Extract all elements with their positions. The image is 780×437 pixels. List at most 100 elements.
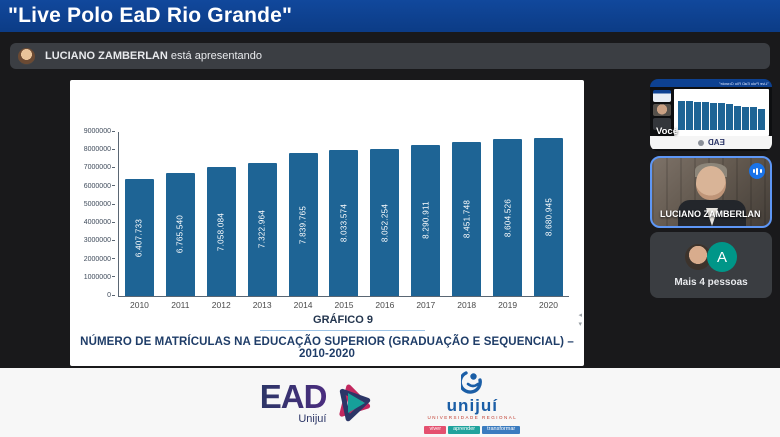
- bar-column: 7.322.964 2013: [242, 132, 283, 310]
- bar-column: 7.839.765 2014: [283, 132, 324, 310]
- chart-title-underline: [260, 330, 425, 331]
- x-axis-label: 2016: [375, 300, 395, 310]
- bar: 8.052.254: [370, 149, 400, 296]
- x-axis-label: 2015: [334, 300, 354, 310]
- mini-bar: [726, 103, 733, 130]
- window-title-bar: "Live Polo EaD Rio Grande": [0, 0, 780, 32]
- video-tile-self[interactable]: "Live Polo EaD Rio Grande" EAD Você: [650, 79, 772, 151]
- self-tile-label: Você: [656, 126, 679, 137]
- ead-wordmark-sub: Unijuí: [298, 413, 327, 425]
- mini-bar: [686, 101, 693, 130]
- mini-preview-title: "Live Polo EaD Rio Grande": [719, 80, 769, 86]
- window-title: "Live Polo EaD Rio Grande": [8, 4, 293, 27]
- others-tile-label: Mais 4 pessoas: [674, 277, 748, 288]
- scroll-arrow-up-icon[interactable]: ◂: [578, 312, 582, 319]
- mini-logo-mark: [697, 139, 704, 146]
- y-axis-tick: 4000000: [71, 219, 119, 226]
- bar-column: 6.407.733 2010: [119, 132, 160, 310]
- x-axis-label: 2017: [416, 300, 436, 310]
- footer-logo-band: EAD Unijuí unijuí UNIVERSIDADE REGIONAL …: [0, 368, 780, 437]
- bar-value-label: 8.033.574: [339, 203, 349, 242]
- y-axis-tick: 8000000: [71, 146, 119, 153]
- mini-preview-chart: [674, 89, 769, 136]
- mini-bar: [742, 106, 749, 130]
- bar: 8.033.574: [329, 149, 359, 296]
- presenting-banner-text: LUCIANO ZAMBERLAN está apresentando: [45, 50, 262, 62]
- mini-thumb-screen: [653, 90, 671, 102]
- x-axis-label: 2012: [211, 300, 231, 310]
- x-axis-label: 2011: [171, 300, 190, 310]
- bar: 6.765.540: [165, 172, 195, 296]
- chart-title: GRÁFICO 9: [313, 314, 373, 326]
- mini-thumb-speaker: [653, 104, 671, 116]
- presenter-name: LUCIANO ZAMBERLAN: [45, 50, 168, 62]
- ead-logo-text: EAD Unijuí: [260, 380, 328, 425]
- y-axis-tick: 5000000: [71, 201, 119, 208]
- slide-scroll-arrows[interactable]: ◂ ▾: [578, 312, 582, 328]
- x-axis-label: 2020: [539, 300, 558, 310]
- ead-unijui-logo: EAD Unijuí: [260, 380, 379, 426]
- unijui-emblem-icon: [461, 371, 483, 394]
- speaker-face: [696, 166, 726, 200]
- ead-play-icon: [339, 383, 371, 421]
- video-tile-others[interactable]: A Mais 4 pessoas: [650, 232, 772, 298]
- x-axis-label: 2018: [457, 300, 477, 310]
- participant-photo-avatar: [685, 244, 711, 270]
- chart-plot: 9000000 8000000 7000000 6000000 5000000 40000…: [84, 128, 569, 310]
- mini-preview-sidebar: [650, 87, 674, 136]
- bar-column: 8.290.911 2017: [405, 132, 446, 310]
- tag-viver: viver: [424, 425, 447, 434]
- unijui-wordmark-sub: UNIVERSIDADE REGIONAL: [427, 415, 518, 420]
- unijui-tagline: viver aprender transformar: [424, 425, 521, 434]
- mini-preview-titlebar: "Live Polo EaD Rio Grande": [650, 79, 772, 87]
- mini-preview-body: [650, 87, 772, 136]
- bar-value-label: 7.839.765: [298, 205, 308, 244]
- tag-aprender: aprender: [448, 425, 481, 434]
- bar: 7.839.765: [288, 153, 318, 296]
- bar-value-label: 8.451.748: [462, 199, 472, 239]
- video-tile-speaker[interactable]: LUCIANO ZAMBERLAN: [650, 156, 772, 228]
- mini-bar: [718, 103, 725, 130]
- mini-bar: [694, 101, 701, 130]
- mini-bar: [758, 108, 765, 130]
- unijui-university-logo: unijuí UNIVERSIDADE REGIONAL viver apren…: [424, 371, 521, 434]
- bar-value-label: 8.052.254: [380, 203, 390, 242]
- scroll-arrow-down-icon[interactable]: ▾: [578, 321, 582, 328]
- bar-column: 6.765.540 2011: [160, 132, 201, 310]
- mini-bar: [710, 103, 717, 130]
- speaker-tile-label: LUCIANO ZAMBERLAN: [660, 209, 761, 219]
- x-axis-label: 2019: [498, 300, 518, 310]
- bar: 8.451.748: [452, 142, 482, 296]
- x-axis-label: 2010: [129, 300, 149, 310]
- x-axis-label: 2014: [293, 300, 313, 310]
- bar: 8.604.526: [493, 139, 523, 296]
- speaking-indicator-icon: [749, 163, 765, 179]
- y-axis-tick: 7000000: [71, 164, 119, 171]
- participant-letter-avatar: A: [707, 242, 737, 272]
- y-axis-tick: 9000000: [71, 128, 119, 135]
- presenting-suffix: está apresentando: [167, 50, 263, 62]
- meeting-stage: LUCIANO ZAMBERLAN está apresentando 9000…: [0, 32, 780, 368]
- x-axis-label: 2013: [252, 300, 272, 310]
- mini-thumb-others: [653, 118, 671, 130]
- bar: 7.322.964: [247, 162, 277, 296]
- bar-value-label: 8.604.526: [503, 198, 513, 237]
- bar: 8.680.945: [534, 137, 564, 296]
- bar-value-label: 6.407.733: [134, 218, 144, 257]
- presenter-avatar: [18, 47, 35, 65]
- bar-column: 8.033.574 2015: [324, 132, 365, 310]
- bar-column: 7.058.084 2012: [201, 132, 242, 310]
- bar-value-label: 7.058.084: [216, 212, 226, 251]
- shared-slide: 9000000 8000000 7000000 6000000 5000000 40000…: [70, 80, 584, 366]
- bar: 6.407.733: [124, 179, 154, 296]
- bar-value-label: 8.290.911: [421, 201, 431, 240]
- bar-value-label: 7.322.964: [257, 210, 267, 249]
- y-axis-tick: 3000000: [71, 237, 119, 244]
- bar-column: 8.680.945 2020: [528, 132, 569, 310]
- y-axis-tick: 1000000: [71, 274, 119, 281]
- mini-bar: [734, 105, 741, 130]
- unijui-wordmark: unijuí: [446, 396, 498, 415]
- mini-bar: [750, 107, 757, 130]
- bar-value-label: 6.765.540: [175, 215, 185, 254]
- bar: 8.290.911: [411, 144, 441, 296]
